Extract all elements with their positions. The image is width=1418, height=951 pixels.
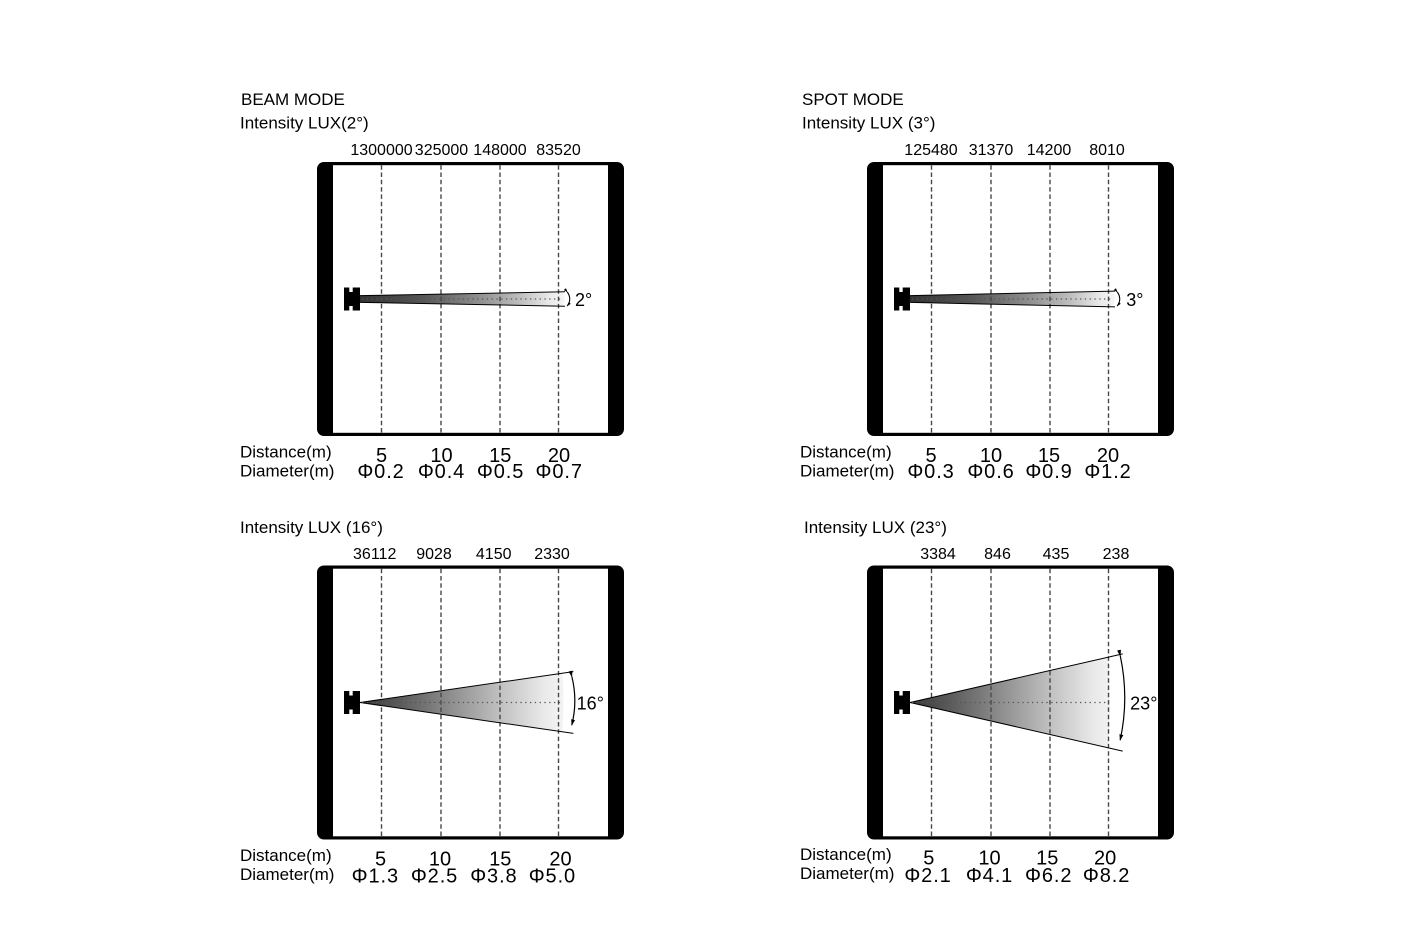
svg-text:238: 238 [1103, 546, 1130, 563]
svg-text:Φ3.8: Φ3.8 [470, 866, 517, 888]
svg-text:20: 20 [1094, 847, 1116, 869]
svg-text:Diameter(m): Diameter(m) [240, 462, 334, 481]
svg-text:BEAM MODE: BEAM MODE [241, 90, 345, 109]
svg-text:Diameter(m): Diameter(m) [800, 864, 894, 883]
svg-text:83520: 83520 [536, 142, 581, 159]
svg-text:4150: 4150 [476, 546, 512, 563]
svg-text:Φ4.1: Φ4.1 [966, 865, 1013, 887]
svg-text:SPOT MODE: SPOT MODE [802, 90, 904, 109]
svg-text:15: 15 [489, 445, 511, 467]
svg-text:125480: 125480 [904, 142, 957, 159]
svg-text:31370: 31370 [969, 142, 1014, 159]
svg-text:2330: 2330 [534, 546, 570, 563]
svg-text:5: 5 [376, 445, 387, 467]
svg-text:36112: 36112 [353, 546, 396, 563]
svg-text:Diameter(m): Diameter(m) [800, 462, 894, 481]
svg-text:Intensity LUX (16°): Intensity LUX (16°) [240, 518, 383, 537]
svg-text:1300000: 1300000 [350, 142, 412, 159]
svg-text:14200: 14200 [1027, 142, 1072, 159]
svg-text:8010: 8010 [1089, 142, 1125, 159]
svg-text:Distance(m): Distance(m) [800, 845, 892, 864]
svg-text:148000: 148000 [473, 142, 526, 159]
svg-text:15: 15 [1036, 847, 1058, 869]
svg-text:Intensity LUX (3°): Intensity LUX (3°) [802, 114, 935, 133]
svg-text:5: 5 [925, 445, 936, 467]
svg-text:9028: 9028 [416, 546, 452, 563]
svg-text:Φ0.2: Φ0.2 [357, 461, 404, 483]
svg-text:3°: 3° [1126, 290, 1143, 310]
svg-text:5: 5 [923, 847, 934, 869]
svg-text:15: 15 [489, 848, 511, 870]
svg-text:Φ0.4: Φ0.4 [418, 461, 465, 483]
svg-text:10: 10 [978, 847, 1000, 869]
svg-text:Φ2.1: Φ2.1 [904, 865, 951, 887]
svg-text:16°: 16° [577, 694, 604, 714]
svg-text:Intensity LUX(2°): Intensity LUX(2°) [240, 114, 369, 133]
svg-text:10: 10 [429, 848, 451, 870]
svg-text:325000: 325000 [415, 142, 468, 159]
svg-text:Φ0.5: Φ0.5 [477, 461, 524, 483]
svg-text:Φ0.7: Φ0.7 [536, 461, 583, 483]
svg-text:Φ6.2: Φ6.2 [1025, 865, 1072, 887]
svg-text:Φ1.3: Φ1.3 [352, 866, 399, 888]
svg-text:Distance(m): Distance(m) [240, 846, 332, 865]
svg-text:5: 5 [375, 848, 386, 870]
svg-text:2°: 2° [575, 290, 592, 310]
svg-text:846: 846 [984, 546, 1011, 563]
svg-text:20: 20 [549, 848, 571, 870]
svg-text:20: 20 [548, 445, 570, 467]
svg-text:Φ5.0: Φ5.0 [529, 866, 576, 888]
svg-text:Diameter(m): Diameter(m) [240, 865, 334, 884]
svg-text:Φ0.3: Φ0.3 [907, 461, 954, 483]
svg-text:Distance(m): Distance(m) [800, 443, 892, 462]
svg-text:15: 15 [1038, 445, 1060, 467]
svg-text:Intensity LUX (23°): Intensity LUX (23°) [804, 518, 947, 537]
svg-text:3384: 3384 [920, 546, 956, 563]
svg-text:20: 20 [1097, 445, 1119, 467]
svg-text:10: 10 [430, 445, 452, 467]
svg-text:23°: 23° [1130, 694, 1157, 714]
svg-text:Φ2.5: Φ2.5 [411, 866, 458, 888]
svg-text:Φ1.2: Φ1.2 [1084, 461, 1131, 483]
svg-text:Distance(m): Distance(m) [240, 443, 332, 462]
svg-text:Φ0.6: Φ0.6 [967, 461, 1014, 483]
svg-text:435: 435 [1043, 546, 1070, 563]
svg-text:Φ0.9: Φ0.9 [1025, 461, 1072, 483]
svg-text:10: 10 [980, 445, 1002, 467]
svg-text:Φ8.2: Φ8.2 [1083, 865, 1130, 887]
